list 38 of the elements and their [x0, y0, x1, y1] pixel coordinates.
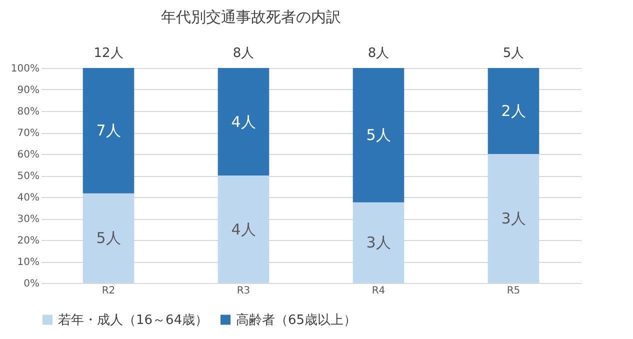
annotation: 4人 — [231, 112, 256, 131]
y-tick-label: 10% — [17, 257, 40, 268]
y-tick-label: 90% — [17, 85, 40, 96]
bar — [352, 202, 404, 283]
y-tick-label: 20% — [17, 236, 40, 246]
x-tick-label: R2 — [102, 286, 116, 296]
chart-title: 年代別交通事故死者の内訳 — [161, 8, 341, 26]
annotation: 3人 — [501, 210, 526, 228]
bar — [218, 68, 270, 176]
annotation: 2人 — [501, 102, 526, 120]
bar — [82, 68, 134, 194]
annotation: 12人 — [94, 46, 124, 61]
annotation: 8人 — [368, 46, 390, 61]
bar — [218, 176, 270, 283]
bar — [488, 154, 540, 283]
annotation: 5人 — [96, 229, 121, 248]
y-tick-label: 60% — [17, 150, 40, 160]
y-tick-label: 40% — [17, 192, 40, 204]
legend-label: 若年・成人（16～64歳） — [58, 312, 208, 328]
y-tick-label: 80% — [17, 106, 40, 118]
y-tick-label: 100% — [10, 64, 40, 74]
annotation: 4人 — [231, 220, 256, 238]
bar — [82, 193, 134, 283]
annotation: 7人 — [96, 122, 121, 140]
x-tick-label: R4 — [372, 286, 386, 296]
annotation: 8人 — [232, 46, 254, 61]
y-tick-label: 50% — [17, 171, 40, 182]
x-tick-label: R5 — [506, 286, 520, 296]
annotation: 3人 — [366, 234, 391, 252]
annotation: 5人 — [502, 46, 524, 61]
bar — [352, 68, 404, 202]
bar — [488, 68, 540, 154]
y-tick-label: 0% — [24, 278, 40, 290]
annotation: 5人 — [366, 126, 391, 144]
y-tick-label: 30% — [17, 214, 40, 225]
y-tick-label: 70% — [17, 128, 40, 139]
legend-label: 高齢者（65歳以上） — [236, 312, 357, 328]
x-tick-label: R3 — [236, 286, 250, 296]
